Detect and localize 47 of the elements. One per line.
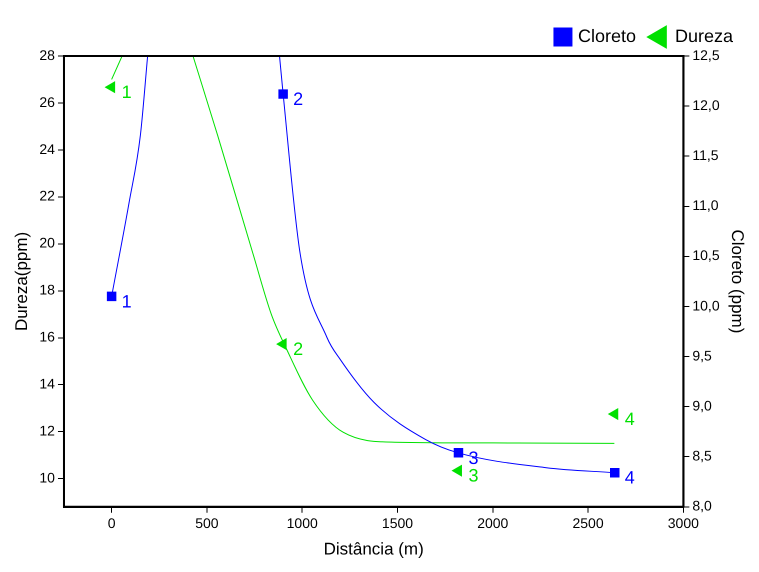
point <box>105 82 116 93</box>
x-tick-label: 0 <box>108 515 116 532</box>
point <box>610 468 620 478</box>
y2-tick-label: 12,5 <box>692 46 720 63</box>
x-tick-label: 2500 <box>572 515 604 532</box>
x-axis-title: Distância (m) <box>324 539 424 558</box>
annotation: 2 <box>293 339 304 360</box>
annotation: 1 <box>122 291 132 312</box>
point <box>106 292 116 302</box>
y-axis-title: Dureza(ppm) <box>12 232 31 331</box>
y-tick-label: 26 <box>39 94 56 110</box>
point <box>278 89 288 99</box>
y2-tick-label: 11,0 <box>692 197 719 214</box>
annotation: 2 <box>293 89 304 110</box>
y-tick-label: 20 <box>39 234 56 251</box>
point <box>454 448 464 458</box>
x-tick-label: 1500 <box>382 515 414 532</box>
y-tick-label: 16 <box>39 328 56 345</box>
y-tick-label: 18 <box>39 282 56 298</box>
annotation: 3 <box>468 466 478 486</box>
x-tick-label: 2000 <box>477 515 509 532</box>
y2-tick-label: 8,5 <box>692 448 712 464</box>
annotation: 4 <box>624 468 635 488</box>
y-tick-label: 24 <box>39 140 56 157</box>
y-tick-label: 12 <box>39 422 56 439</box>
point <box>452 464 462 476</box>
y-tick-label: 22 <box>39 188 56 204</box>
y-tick-label: 14 <box>39 376 56 392</box>
y2-tick-label: 11,5 <box>692 147 719 164</box>
y2-tick-label: 12,0 <box>692 96 720 113</box>
annotation: 1 <box>122 82 132 102</box>
y2-tick-label: 9,5 <box>692 347 712 364</box>
y-tick-label: 28 <box>39 46 56 63</box>
y2-tick-label: 8,0 <box>692 498 712 514</box>
y2-tick-label: 10,5 <box>692 247 720 264</box>
annotation: 4 <box>624 409 635 430</box>
y2-axis-title: Cloreto (ppm) <box>728 229 748 334</box>
x-tick-label: 500 <box>195 515 219 532</box>
point <box>276 338 287 350</box>
point <box>608 408 618 420</box>
legend-label: Cloreto <box>578 26 636 46</box>
legend-label: Dureza <box>674 26 734 46</box>
x-tick-label: 1000 <box>286 515 318 532</box>
y2-tick-label: 9,0 <box>692 397 712 414</box>
y-tick-label: 10 <box>39 469 56 486</box>
x-tick-label: 3000 <box>668 515 700 532</box>
y2-tick-label: 10,0 <box>692 297 720 314</box>
